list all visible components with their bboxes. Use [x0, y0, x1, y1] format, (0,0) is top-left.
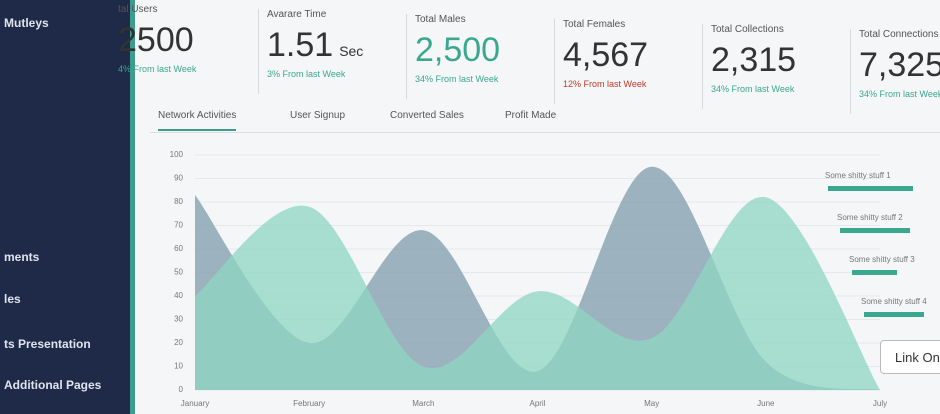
- stat-card: Avarare Time 1.51 Sec 3% From last Week: [258, 9, 398, 94]
- y-tick-label: 40: [174, 291, 183, 300]
- stat-change: 12% From last Week: [563, 79, 647, 89]
- stat-change: 4% From last Week: [118, 64, 197, 74]
- x-tick-label: July: [873, 399, 887, 408]
- legend-bar: [852, 270, 897, 275]
- stat-change: 34% From last Week: [711, 84, 795, 94]
- stat-value: 1.51 Sec: [267, 26, 398, 65]
- sidebar-item[interactable]: ments: [4, 250, 40, 264]
- legend-label: Some shitty stuff 3: [849, 255, 915, 264]
- stat-card: Total Collections 2,315 34% From last Week: [702, 24, 842, 109]
- stat-number: 2,500: [415, 31, 501, 69]
- sidebar-item[interactable]: Mutleys: [4, 16, 49, 30]
- stat-label: Total Males: [415, 14, 466, 25]
- sidebar-item[interactable]: les: [4, 292, 21, 306]
- link-button[interactable]: Link On: [880, 340, 940, 374]
- x-tick-label: January: [181, 399, 209, 408]
- stat-label: Total Connections: [859, 29, 939, 40]
- tab[interactable]: User Signup: [290, 110, 346, 121]
- stat-label: Total Females: [563, 19, 626, 30]
- stat-unit: Sec: [339, 43, 364, 59]
- y-tick-label: 50: [174, 268, 183, 277]
- stat-change: 3% From last Week: [267, 69, 346, 79]
- area: [195, 196, 880, 390]
- stat-label: tal Users: [118, 4, 158, 15]
- legend-label: Some shitty stuff 2: [837, 213, 903, 222]
- stat-number: 1.51: [267, 26, 334, 64]
- x-tick-label: May: [644, 399, 659, 408]
- sidebar: Mutleys ments les ts Presentation Additional…: [0, 0, 135, 414]
- stat-change: 34% From last Week: [415, 74, 499, 84]
- y-tick-label: 0: [179, 385, 184, 394]
- legend-label: Some shitty stuff 4: [861, 297, 927, 306]
- tab[interactable]: Network Activities: [158, 110, 237, 131]
- tab[interactable]: Profit Made: [505, 110, 557, 121]
- stat-card: Total Females 4,567 12% From last Week: [554, 19, 694, 104]
- stat-card: Total Males 2,500 34% From last Week: [406, 14, 546, 99]
- sidebar-item[interactable]: ts Presentation: [4, 337, 91, 351]
- stat-value: 2,315: [711, 41, 842, 80]
- stat-label: Total Collections: [711, 24, 784, 35]
- y-tick-label: 20: [174, 338, 183, 347]
- y-tick-label: 30: [174, 315, 183, 324]
- stat-card: tal Users 2500 4% From last Week: [110, 4, 250, 89]
- y-tick-label: 60: [174, 244, 183, 253]
- y-tick-label: 100: [170, 150, 184, 159]
- stat-label: Avarare Time: [267, 9, 327, 20]
- y-tick-label: 80: [174, 197, 183, 206]
- legend-bar: [840, 228, 910, 233]
- stat-card: Total Connections 7,325 34% From last Week: [850, 29, 940, 114]
- stat-number: 4,567: [563, 36, 649, 74]
- stat-value: 2500: [118, 21, 250, 60]
- y-tick-label: 70: [174, 221, 183, 230]
- stat-value: 4,567: [563, 36, 694, 75]
- tabs: Network Activities User Signup Converted S…: [150, 102, 940, 133]
- stat-number: 2,315: [711, 41, 797, 79]
- tab[interactable]: Converted Sales: [390, 110, 464, 121]
- legend-label: Some shitty stuff 1: [825, 171, 891, 180]
- x-tick-label: June: [757, 399, 775, 408]
- x-tick-label: February: [293, 399, 325, 408]
- stat-number: 2500: [118, 21, 194, 59]
- legend-bar: [828, 186, 913, 191]
- stat-change: 34% From last Week: [859, 89, 940, 99]
- stat-value: 7,325: [859, 46, 940, 85]
- y-tick-label: 90: [174, 174, 183, 183]
- x-tick-label: March: [412, 399, 434, 408]
- y-tick-label: 10: [174, 362, 183, 371]
- stat-value: 2,500: [415, 31, 546, 70]
- stats-row: tal Users 2500 4% From last Week Avarare Ti…: [118, 0, 940, 114]
- x-tick-label: April: [529, 399, 545, 408]
- stat-number: 7,325: [859, 46, 940, 84]
- legend-bar: [864, 312, 924, 317]
- sidebar-item[interactable]: Additional Pages: [4, 378, 102, 392]
